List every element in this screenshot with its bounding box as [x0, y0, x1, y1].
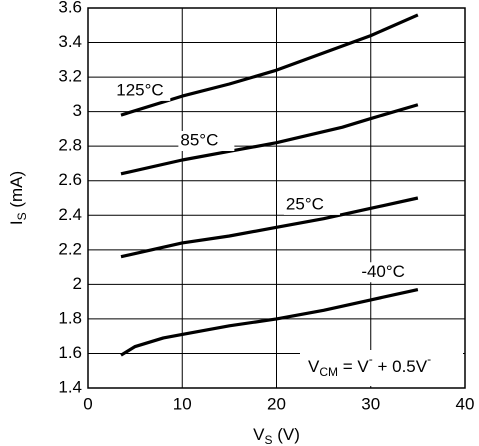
plot-frame [87, 7, 466, 389]
x-tick-label: 0 [83, 394, 92, 413]
annotation-part: + 0.5V [373, 357, 428, 376]
series-label: 85°C [180, 130, 218, 149]
series-line [120, 196, 419, 259]
series-line [120, 103, 419, 176]
annotation-part: CM [319, 365, 338, 379]
y-axis-label-part: (mA) [7, 171, 26, 213]
y-axis-label-part: I [7, 220, 26, 225]
annotation-part: = V [338, 357, 369, 376]
series-label: 125°C [116, 80, 163, 99]
y-axis-label: IS (mA) [7, 171, 29, 225]
label-bg [178, 131, 235, 151]
label-bg [359, 262, 416, 283]
label-bg [114, 80, 171, 101]
x-tick-label: 10 [173, 394, 192, 413]
x-axis-label-part: V [253, 425, 265, 444]
y-tick-label: 1.6 [58, 343, 82, 362]
annotation-part: - [427, 352, 431, 366]
y-tick-label: 2 [73, 274, 82, 293]
annotation: VCM = V- + 0.5V- [308, 352, 431, 379]
x-axis-label-part: S [264, 433, 272, 446]
y-tick-label: 2.2 [58, 239, 82, 258]
y-tick-label: 2.8 [58, 136, 82, 155]
y-tick-label: 2.6 [58, 170, 82, 189]
annotation-bg [300, 350, 463, 386]
series-label: 25°C [286, 194, 324, 213]
y-tick-label: 1.4 [58, 377, 82, 396]
y-tick-label: 2.4 [58, 205, 82, 224]
y-tick-label: 1.8 [58, 308, 82, 327]
y-tick-label: 3 [73, 101, 82, 120]
y-tick-label: 3.2 [58, 67, 82, 86]
series-line [120, 287, 419, 357]
x-tick-label: 20 [267, 394, 286, 413]
y-tick-label: 3.4 [58, 32, 82, 51]
x-axis-label-part: (V) [272, 425, 299, 444]
x-tick-label: 40 [456, 394, 475, 413]
annotation-part: V [308, 357, 320, 376]
y-tick-label: 3.6 [58, 0, 82, 16]
label-bg [283, 194, 340, 215]
y-axis-label-part: S [15, 212, 29, 220]
series-label: -40°C [361, 262, 405, 281]
x-axis-label: VS (V) [253, 425, 300, 446]
series-line [120, 13, 419, 117]
annotation-part: - [369, 352, 373, 366]
x-tick-label: 30 [361, 394, 380, 413]
